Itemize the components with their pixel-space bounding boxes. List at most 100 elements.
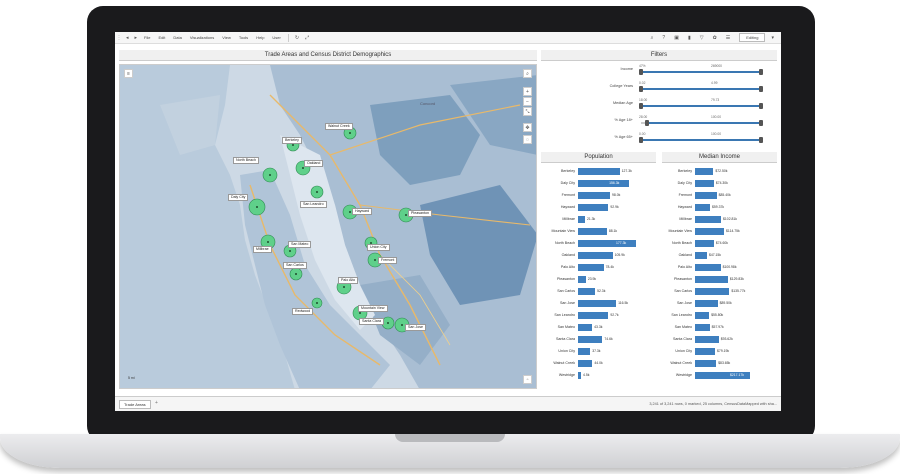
filter-max-handle[interactable] [759, 120, 763, 126]
bar-row[interactable]: Millbrae 21.3k [541, 216, 656, 224]
menu-visualizations[interactable]: Visualizations [189, 35, 215, 40]
filter-slider[interactable] [641, 120, 763, 126]
filter-min-handle[interactable] [639, 69, 643, 75]
bar[interactable] [578, 216, 585, 223]
bar-row[interactable]: Union City $79.19k [662, 348, 777, 356]
bar-row[interactable]: Mountain View $114.75k [662, 228, 777, 236]
map-canvas[interactable] [120, 65, 537, 389]
bar-row[interactable]: Millbrae $102.81k [662, 216, 777, 224]
bar-row[interactable]: Westridge $217.17k [662, 372, 777, 380]
menu-file[interactable]: File [144, 35, 151, 40]
bar[interactable] [695, 216, 722, 223]
filter-icon[interactable]: ▽ [699, 34, 704, 41]
bar[interactable] [578, 348, 591, 355]
collaboration-icon[interactable]: ☰ [725, 34, 731, 41]
mode-dropdown[interactable]: Editing [739, 33, 766, 42]
bar[interactable] [695, 192, 717, 199]
bar[interactable] [578, 264, 604, 271]
layers-icon[interactable]: ≡ [124, 69, 133, 78]
zoom-out-icon[interactable]: − [523, 97, 532, 106]
bar-row[interactable]: Daly City 156.3k [541, 180, 656, 188]
menu-help[interactable]: Help [256, 35, 265, 40]
bar-row[interactable]: San Leandro $55.80k [662, 312, 777, 320]
bar-row[interactable]: Pleasanton 23.9k [541, 276, 656, 284]
bar[interactable] [578, 300, 617, 307]
settings-icon[interactable]: ✿ [712, 34, 717, 41]
menu-edit[interactable]: Edit [158, 35, 166, 40]
page-tab-trade-areas[interactable]: Trade Areas [119, 400, 151, 409]
filter-slider[interactable] [639, 137, 763, 143]
bar[interactable] [578, 360, 593, 367]
bar[interactable] [578, 252, 613, 259]
menu-tools[interactable]: Tools [238, 35, 249, 40]
expand-icon[interactable]: ⤢ [305, 34, 310, 41]
bar-row[interactable]: San Leandro 92.7k [541, 312, 656, 320]
bar[interactable] [578, 288, 596, 295]
bar-row[interactable]: Berkeley 127.3k [541, 168, 656, 176]
bar-row[interactable]: Santa Clara $93.62k [662, 336, 777, 344]
bar-row[interactable]: North Beach $74.60k [662, 240, 777, 248]
bar-row[interactable]: Mountain View 88.1k [541, 228, 656, 236]
undo-icon[interactable]: ◂ [126, 34, 129, 41]
bar[interactable] [578, 312, 609, 319]
redo-icon[interactable]: ▸ [134, 34, 138, 41]
bar[interactable] [695, 288, 730, 295]
bar-row[interactable]: Hayward $59.37k [662, 204, 777, 212]
bar[interactable] [695, 228, 725, 235]
bar-row[interactable]: San Carlos 52.3k [541, 288, 656, 296]
filter-min-handle[interactable] [645, 120, 649, 126]
pan-icon[interactable]: ✥ [523, 123, 532, 132]
income-chart[interactable]: Berkeley $72.50k Daly City $74.30k Fremont $8… [662, 165, 777, 390]
filter-min-handle[interactable] [639, 137, 643, 143]
bar[interactable] [695, 276, 728, 283]
bar[interactable] [695, 312, 710, 319]
bar-row[interactable]: North Beach 177.3k [541, 240, 656, 248]
bar-row[interactable]: Daly City $74.30k [662, 180, 777, 188]
bar-row[interactable]: Oakland 105.9k [541, 252, 656, 260]
zoom-in-icon[interactable]: + [523, 87, 532, 96]
filter-min-handle[interactable] [639, 86, 643, 92]
bar-row[interactable]: Westridge 4.5k [541, 372, 656, 380]
filter-max-handle[interactable] [759, 86, 763, 92]
bar-row[interactable]: Walnut Creek $83.65k [662, 360, 777, 368]
bookmark-icon[interactable]: ▮ [687, 34, 691, 41]
bar-row[interactable]: San Carlos $135.77k [662, 288, 777, 296]
bar-row[interactable]: Palo Alto 78.4k [541, 264, 656, 272]
bar[interactable] [695, 324, 710, 331]
filter-max-handle[interactable] [759, 69, 763, 75]
bar[interactable] [578, 240, 636, 247]
bar-row[interactable]: San Mateo 43.3k [541, 324, 656, 332]
filter-min-handle[interactable] [639, 103, 643, 109]
bar[interactable] [695, 360, 717, 367]
lasso-icon[interactable]: ◌ [523, 135, 532, 144]
bar-row[interactable]: Palo Alto $100.98k [662, 264, 777, 272]
filter-max-handle[interactable] [759, 103, 763, 109]
map-view[interactable]: Walnut Creek Berkeley Oakland North Beac… [119, 64, 537, 389]
bar-row[interactable]: Santa Clara 74.6k [541, 336, 656, 344]
bar[interactable] [578, 336, 603, 343]
add-page-icon[interactable]: + [155, 400, 158, 406]
population-chart[interactable]: Berkeley 127.3k Daly City 156.3k Fremont 98.0… [541, 165, 656, 390]
bar[interactable] [695, 336, 719, 343]
bar[interactable] [578, 276, 586, 283]
map-info-icon[interactable]: ▫ [523, 375, 532, 384]
bar[interactable] [695, 300, 718, 307]
bar-row[interactable]: Fremont 98.0k [541, 192, 656, 200]
bar-row[interactable]: Union City 37.3k [541, 348, 656, 356]
help-icon[interactable]: ? [662, 34, 666, 41]
bar[interactable] [578, 228, 607, 235]
chevron-down-icon[interactable]: ▾ [771, 34, 774, 41]
bar[interactable] [695, 168, 714, 175]
bar[interactable] [695, 372, 750, 379]
bar[interactable] [695, 348, 716, 355]
fit-icon[interactable]: ⤡ [523, 107, 532, 116]
menu-data[interactable]: Data [173, 35, 182, 40]
bar-row[interactable]: Fremont $85.40k [662, 192, 777, 200]
bar[interactable] [695, 204, 711, 211]
bar[interactable] [578, 372, 581, 379]
zoom-search-icon[interactable]: ⌕ [523, 69, 532, 78]
filter-max-handle[interactable] [759, 137, 763, 143]
refresh-icon[interactable]: ↻ [294, 34, 300, 41]
filter-slider[interactable] [639, 103, 763, 109]
bar-row[interactable]: San Jose $89.50k [662, 300, 777, 308]
